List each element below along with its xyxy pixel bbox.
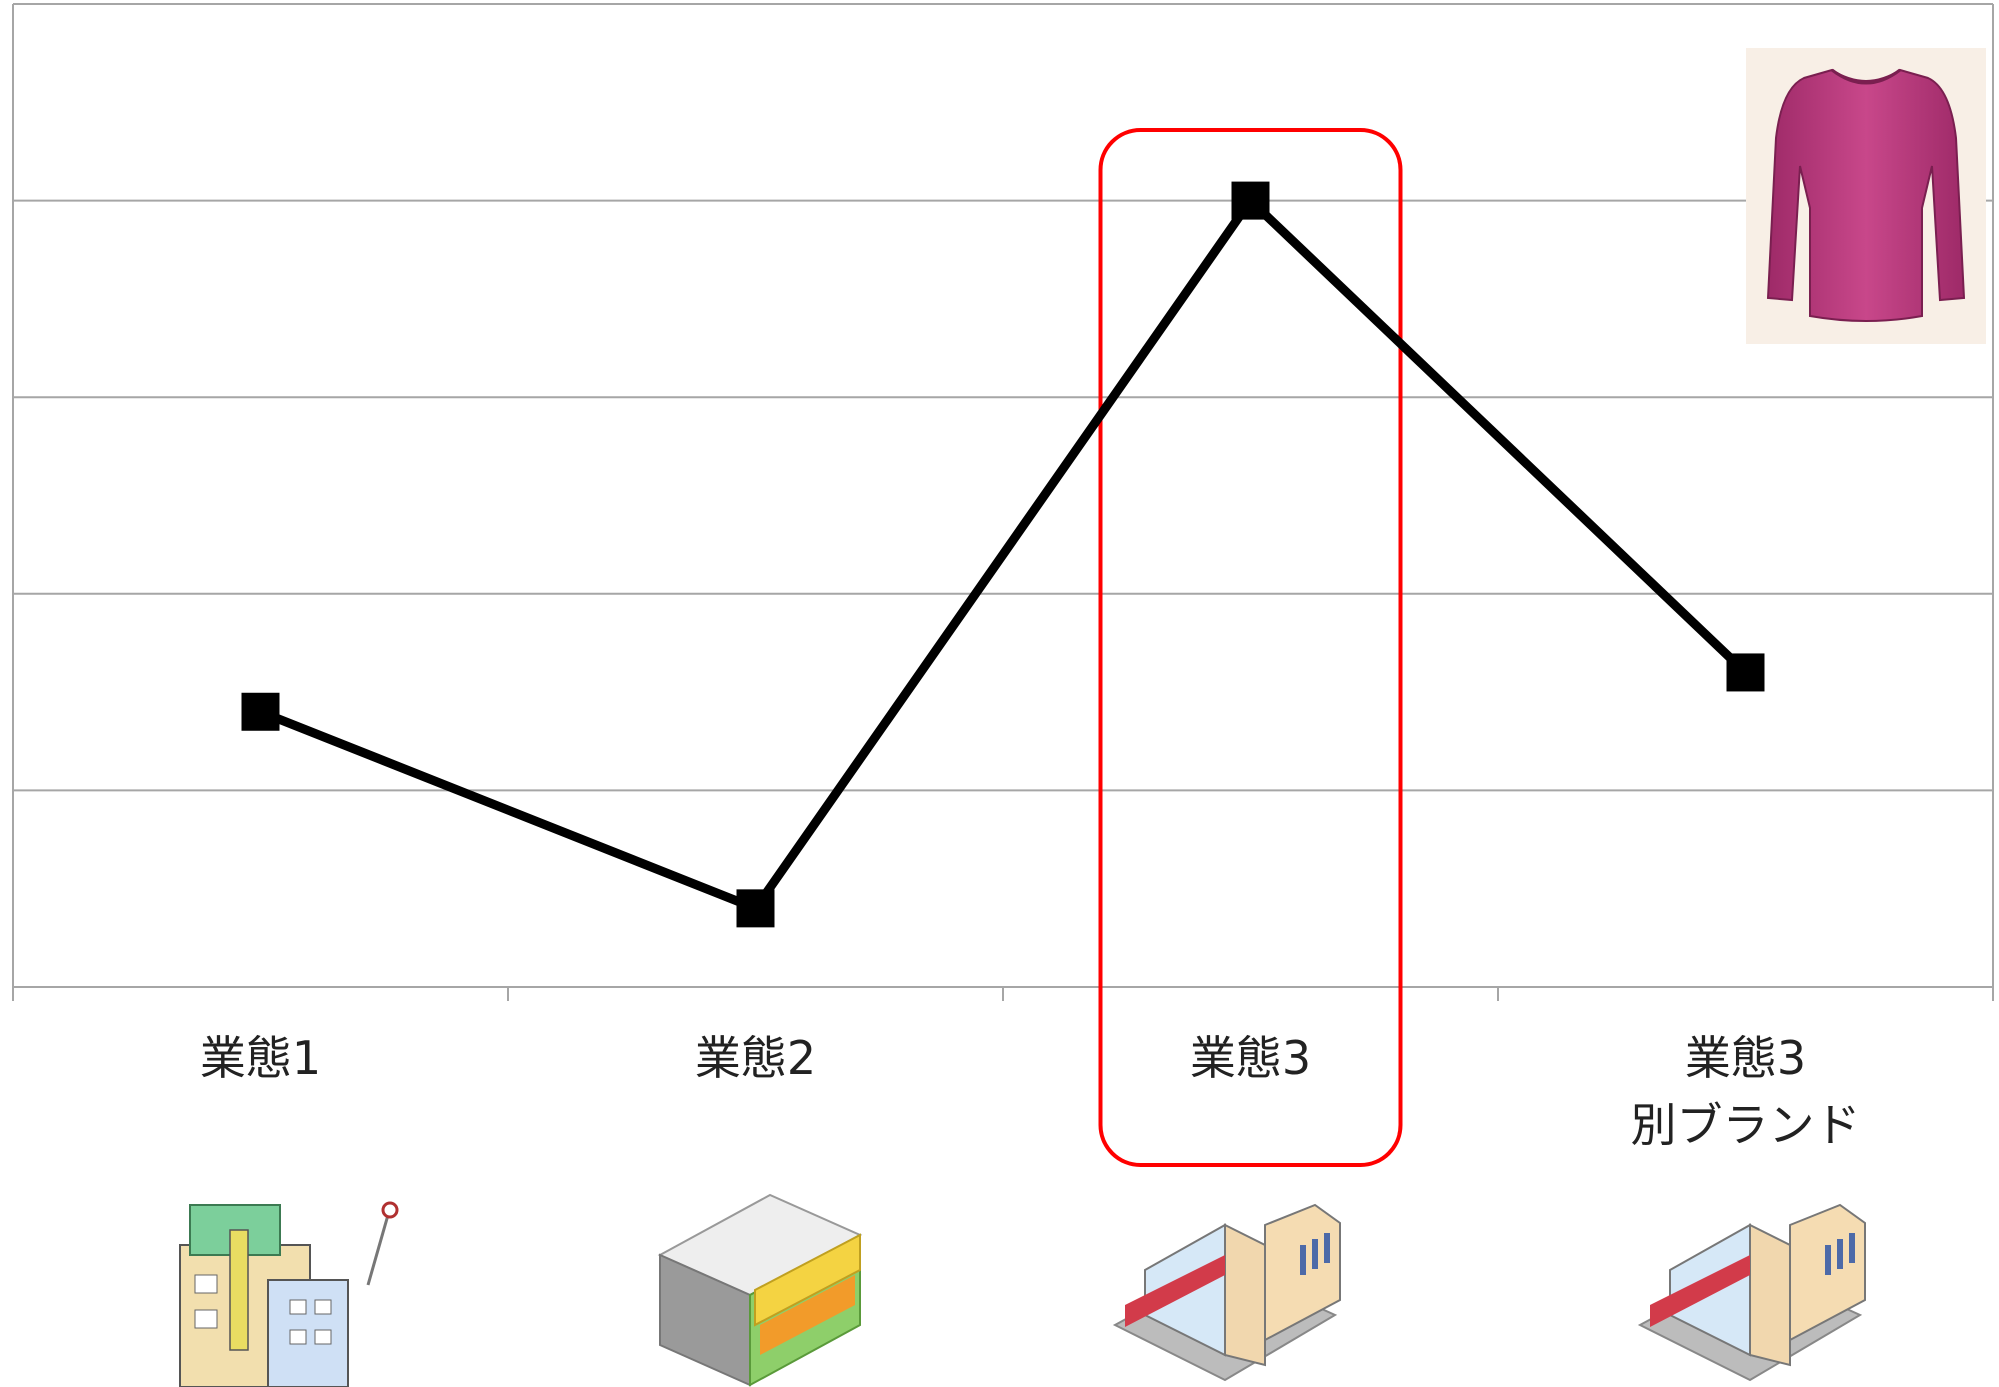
pink-top-icon — [1746, 48, 1986, 344]
shopping-mall-icon — [1112, 1203, 1341, 1382]
x-tick-label: 業態2 — [694, 1031, 817, 1085]
shopping-mall-icon — [1637, 1203, 1866, 1382]
data-point-marker — [736, 889, 775, 928]
highlight-box — [1098, 128, 1403, 1167]
data-point-marker — [1231, 181, 1270, 220]
x-tick-label: 業態3 別ブランド — [1630, 1031, 1861, 1152]
series-line-group — [241, 181, 1765, 928]
series-line — [258, 196, 1749, 913]
shop-icon — [657, 1193, 863, 1387]
gridlines — [12, 3, 1994, 988]
x-axis — [12, 987, 1994, 1001]
x-tick-label: 業態1 — [199, 1031, 322, 1085]
data-point-marker — [1726, 653, 1765, 692]
data-point-marker — [241, 692, 280, 731]
x-tick-label: 業態3 — [1189, 1031, 1312, 1085]
office-building-icon — [179, 1201, 399, 1387]
